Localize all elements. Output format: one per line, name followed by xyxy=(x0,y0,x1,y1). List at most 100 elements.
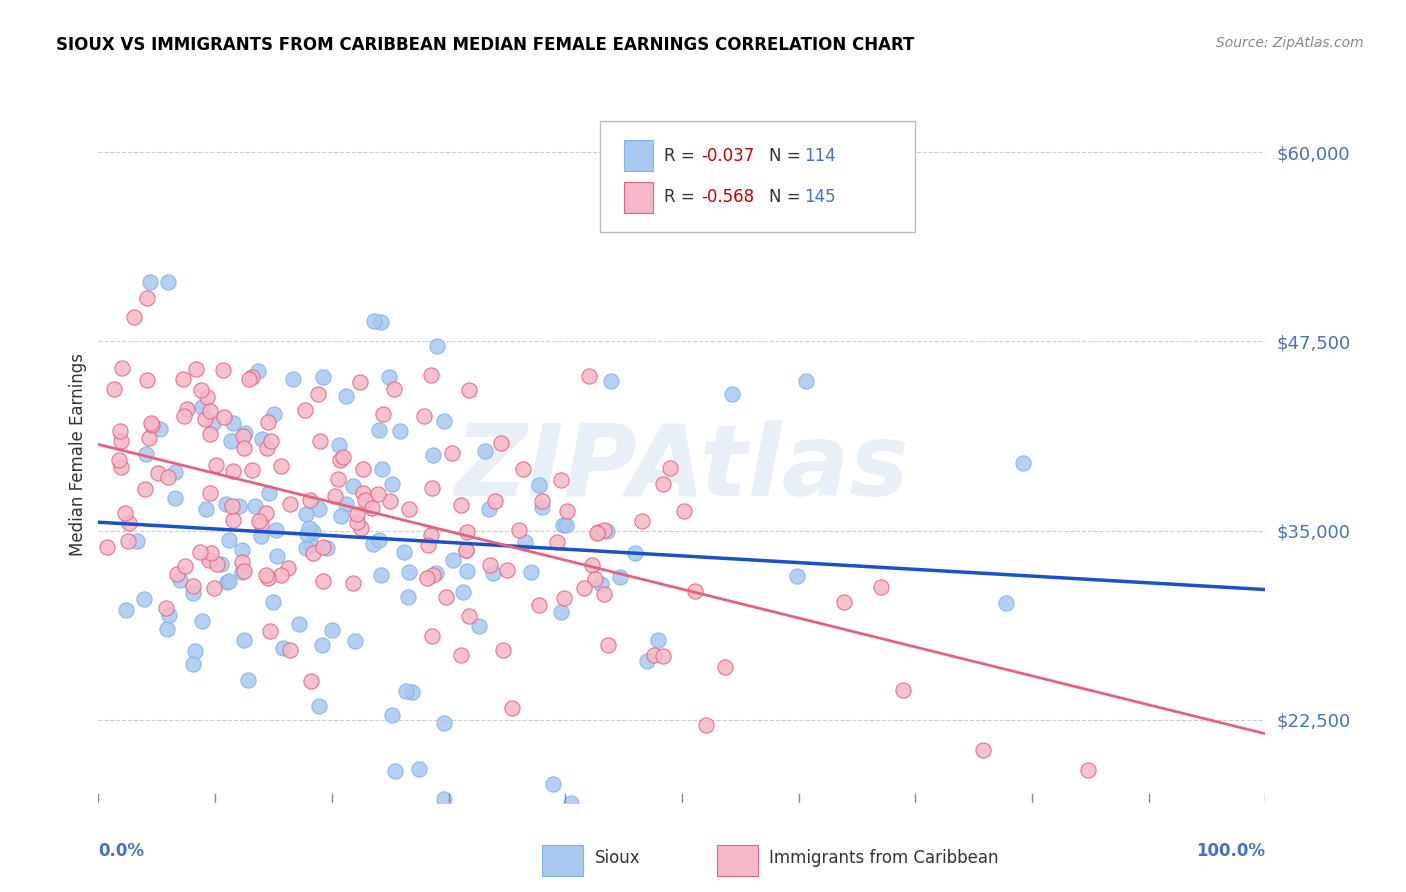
Point xyxy=(200,486,222,500)
Point xyxy=(413,409,436,424)
Point xyxy=(440,445,463,459)
Text: N =: N = xyxy=(769,188,806,206)
Point xyxy=(294,541,316,555)
Point xyxy=(578,368,600,383)
Point xyxy=(308,502,330,516)
Point xyxy=(232,429,254,443)
Point xyxy=(212,363,235,377)
Point xyxy=(173,559,195,574)
Point xyxy=(335,498,357,512)
Point xyxy=(136,291,159,305)
Point xyxy=(176,401,198,416)
Point xyxy=(553,591,575,605)
Point xyxy=(264,523,287,537)
Point xyxy=(283,372,305,386)
Point xyxy=(257,415,280,429)
Point xyxy=(624,546,647,560)
Point xyxy=(238,372,260,386)
Point xyxy=(221,499,243,513)
Point xyxy=(288,617,311,632)
Point xyxy=(270,568,292,582)
Point xyxy=(195,501,218,516)
Point xyxy=(994,596,1017,610)
Point xyxy=(233,425,256,440)
Point xyxy=(108,453,131,467)
Point xyxy=(508,523,530,537)
Point xyxy=(422,568,444,582)
Point xyxy=(110,434,132,448)
Point xyxy=(312,541,335,555)
Point xyxy=(398,565,420,579)
Text: N =: N = xyxy=(769,147,806,165)
Text: 114: 114 xyxy=(804,147,837,165)
Point xyxy=(636,654,658,668)
Bar xyxy=(541,845,582,876)
Point xyxy=(125,533,148,548)
Point xyxy=(468,619,491,633)
Point xyxy=(574,581,596,595)
Point xyxy=(458,608,481,623)
Point xyxy=(215,497,238,511)
Point xyxy=(96,541,118,555)
Point xyxy=(231,566,253,580)
Point xyxy=(117,534,139,549)
Point xyxy=(481,566,503,580)
Point xyxy=(139,275,162,289)
Point xyxy=(321,623,343,637)
Point xyxy=(254,506,277,520)
Point xyxy=(456,524,478,539)
Point xyxy=(501,701,523,715)
Point xyxy=(433,715,456,730)
Point xyxy=(586,525,609,540)
Text: Sioux: Sioux xyxy=(595,849,640,867)
Point xyxy=(643,648,665,662)
Point xyxy=(260,434,283,449)
Point xyxy=(262,595,284,609)
Point xyxy=(381,477,404,491)
Point xyxy=(136,373,159,387)
Point xyxy=(596,524,619,539)
Point xyxy=(124,310,146,324)
Point xyxy=(312,369,335,384)
Point xyxy=(479,558,502,572)
Point xyxy=(252,432,274,446)
Point xyxy=(308,699,330,714)
Point xyxy=(382,382,405,396)
Point xyxy=(198,553,221,567)
Point xyxy=(134,482,156,496)
Point xyxy=(298,521,321,535)
Point xyxy=(256,441,278,455)
Point xyxy=(609,570,631,584)
Point xyxy=(250,516,273,531)
Point xyxy=(135,447,157,461)
Point xyxy=(250,529,273,543)
Point xyxy=(368,533,391,547)
Point xyxy=(172,371,194,385)
Point xyxy=(433,414,456,428)
Point xyxy=(207,557,229,571)
Point xyxy=(200,546,222,560)
Point xyxy=(311,574,333,588)
Point xyxy=(360,500,382,515)
Point xyxy=(370,462,392,476)
Point xyxy=(205,458,228,472)
Point xyxy=(443,553,465,567)
Point xyxy=(228,499,250,513)
Point xyxy=(146,466,169,480)
Point xyxy=(531,493,554,508)
Point xyxy=(349,521,371,535)
Point xyxy=(263,407,285,421)
Point xyxy=(433,792,456,806)
Point xyxy=(202,581,225,595)
Bar xyxy=(717,845,758,876)
Point xyxy=(266,549,288,563)
Point xyxy=(891,683,914,698)
Point xyxy=(581,558,603,573)
Point xyxy=(551,517,574,532)
Point xyxy=(156,622,179,636)
Point xyxy=(583,572,606,586)
Point xyxy=(254,568,277,582)
Point xyxy=(247,514,270,528)
Point xyxy=(231,542,253,557)
Point xyxy=(278,643,301,657)
